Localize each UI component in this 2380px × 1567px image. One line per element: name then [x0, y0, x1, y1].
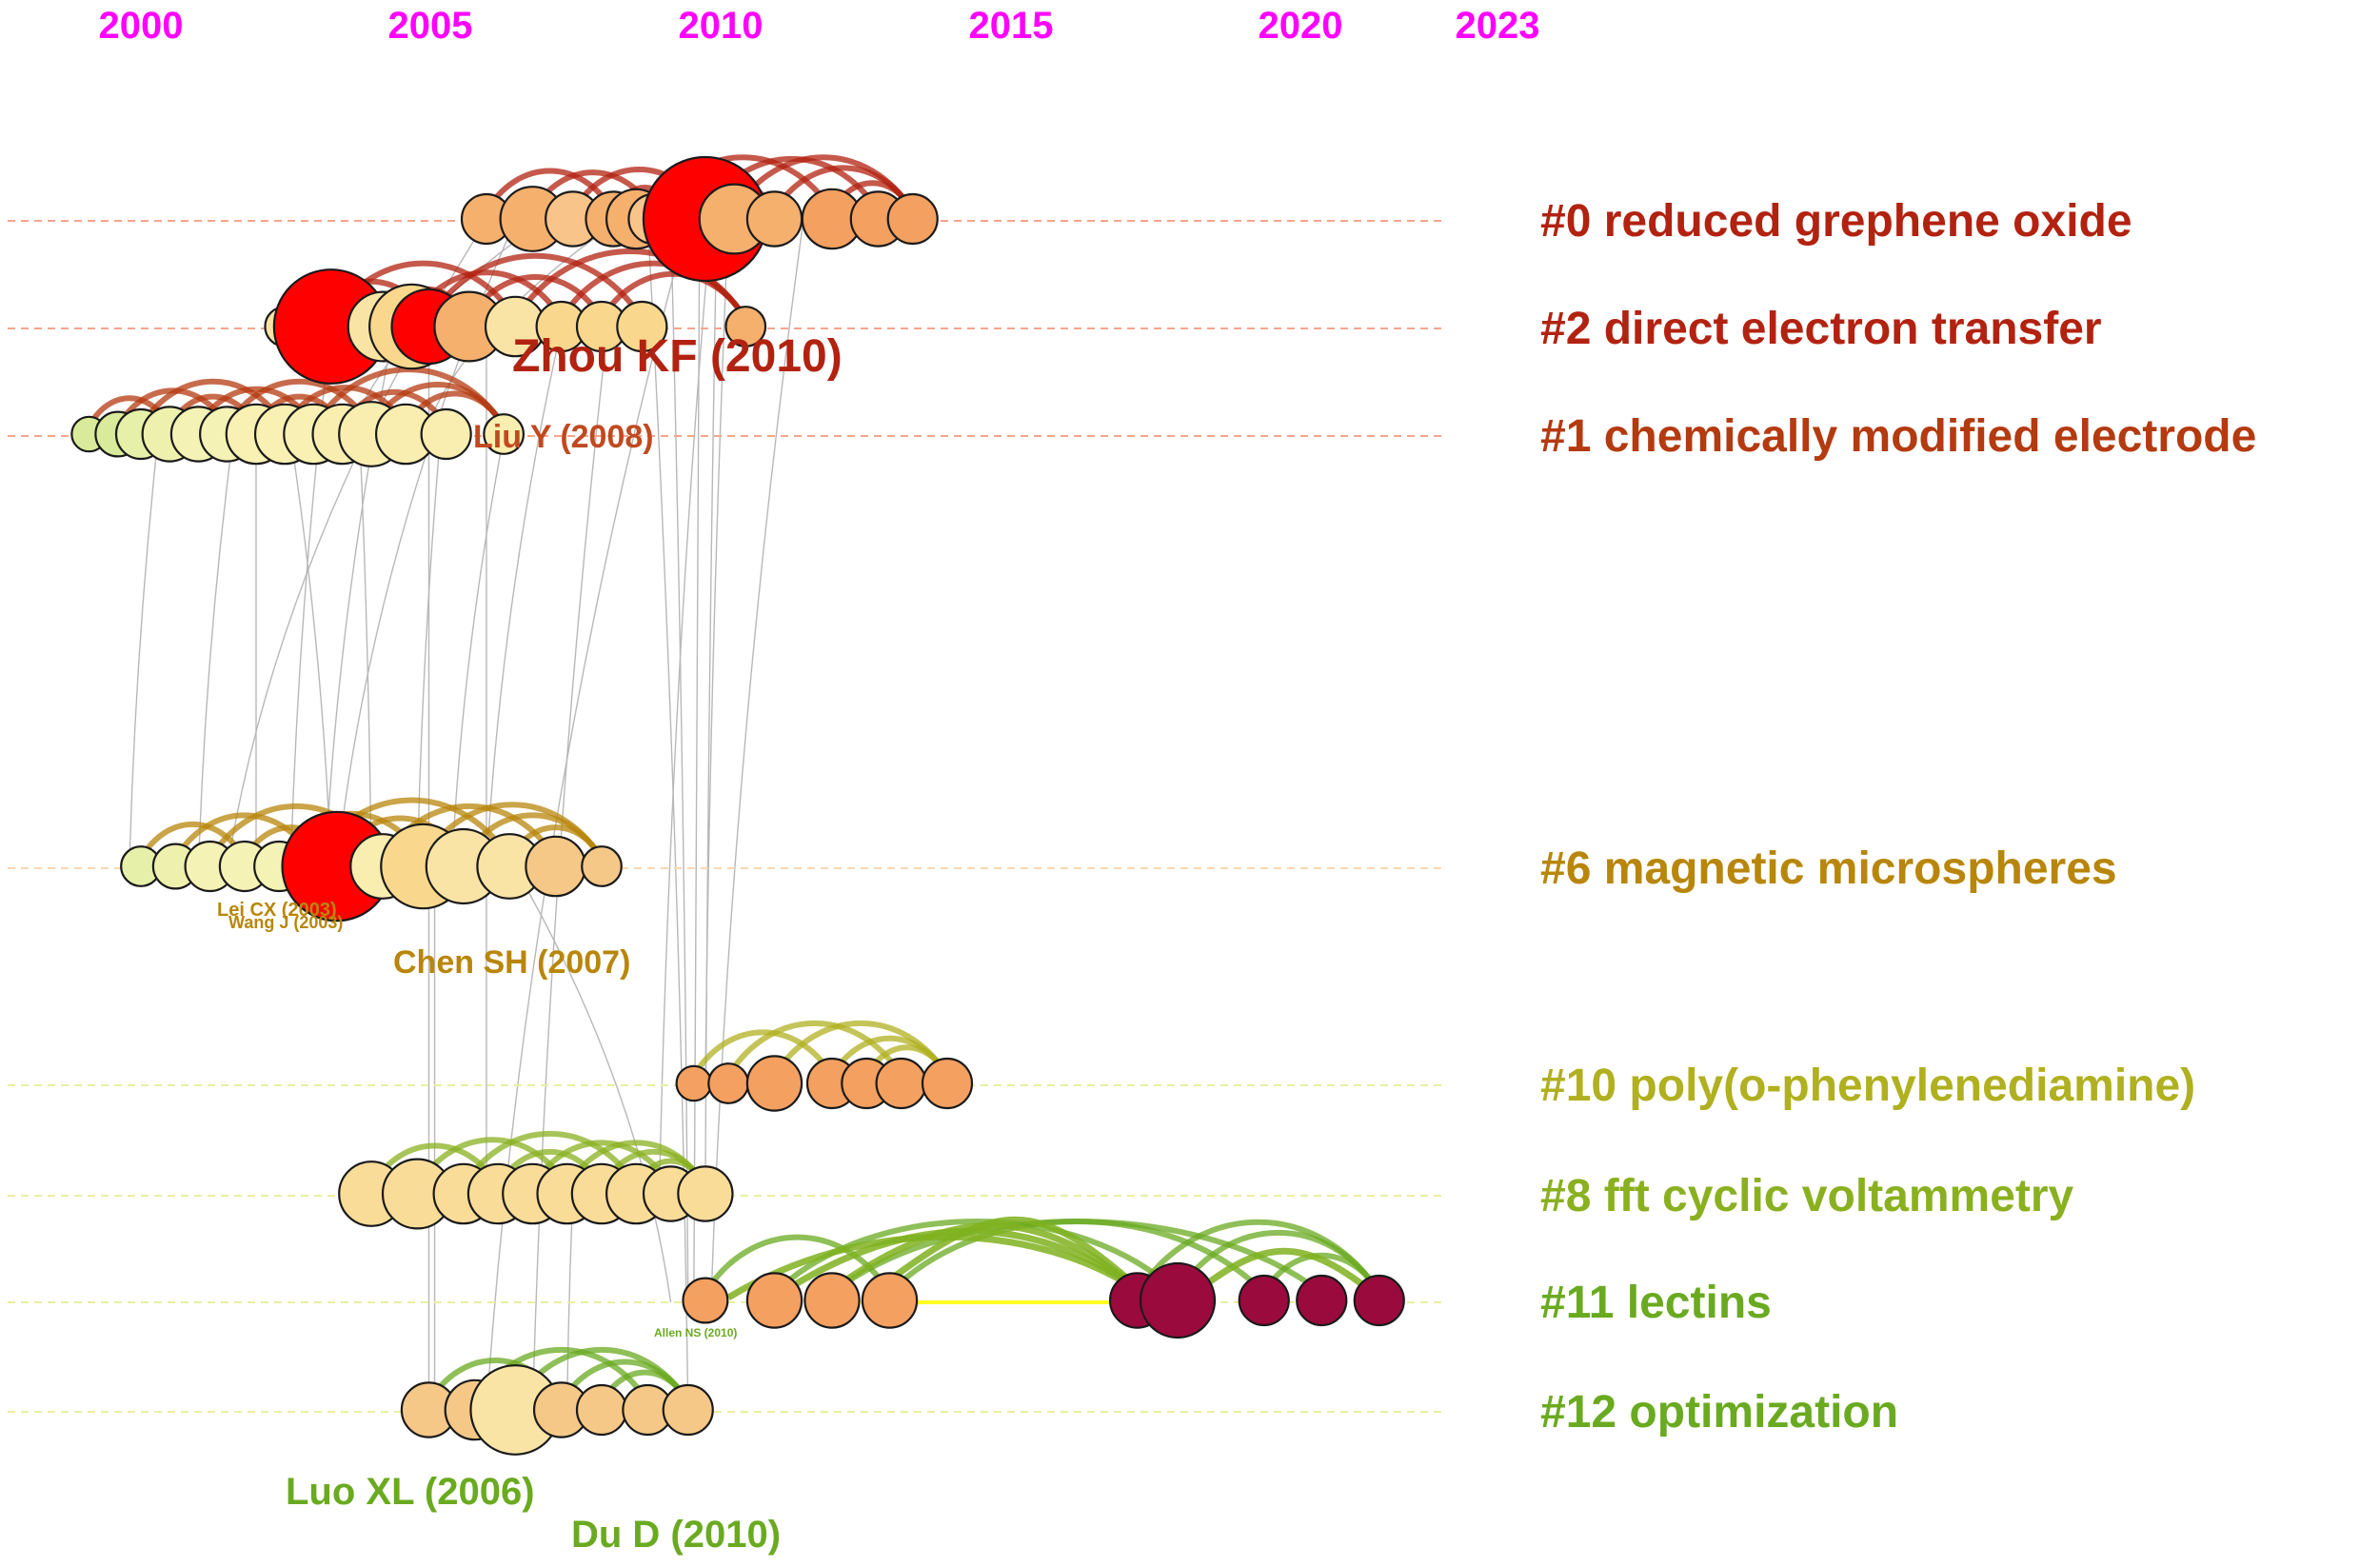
- cluster-node[interactable]: [575, 1383, 628, 1437]
- author-annotation: Chen SH (2007): [393, 944, 630, 981]
- year-tick-label: 2010: [679, 5, 764, 47]
- cross-link-curve: [514, 867, 672, 1303]
- cross-link-curve: [646, 220, 689, 1413]
- cross-link-curve: [669, 220, 689, 1303]
- author-annotation: Lei CX (2003): [217, 900, 337, 921]
- year-tick-label: 2023: [1456, 5, 1540, 47]
- author-annotation: Luo XL (2006): [286, 1471, 535, 1513]
- cluster-node[interactable]: [875, 1057, 927, 1110]
- cluster-node[interactable]: [483, 413, 526, 455]
- cluster-node[interactable]: [616, 300, 668, 353]
- cluster-node[interactable]: [1238, 1274, 1290, 1327]
- cross-link-curve: [658, 220, 712, 1197]
- year-tick-label: 2020: [1259, 5, 1343, 47]
- cluster-node[interactable]: [1353, 1274, 1405, 1327]
- cluster-node[interactable]: [745, 190, 803, 248]
- cluster-node[interactable]: [745, 1272, 803, 1329]
- cluster-label: #8 fft cyclic voltammetry: [1540, 1171, 2074, 1221]
- cluster-node[interactable]: [803, 1272, 861, 1329]
- cluster-label: #11 lectins: [1540, 1278, 1772, 1328]
- cluster-arc: [1186, 1247, 1381, 1300]
- author-annotation: Du D (2010): [571, 1514, 781, 1556]
- cross-link-curve: [416, 435, 442, 869]
- cluster-arc: [887, 1219, 1266, 1296]
- cluster-labels: #0 reduced grephene oxide #2 direct elect…: [1540, 196, 2256, 1438]
- cluster-label: #12 optimization: [1540, 1387, 1898, 1438]
- cluster-node[interactable]: [677, 1165, 734, 1222]
- cluster-node[interactable]: [420, 407, 472, 461]
- cluster-arc: [1261, 1252, 1382, 1295]
- cluster-arc: [725, 1021, 904, 1078]
- cluster-node[interactable]: [675, 1064, 713, 1102]
- cluster-node[interactable]: [921, 1057, 974, 1110]
- cluster-node[interactable]: [581, 845, 623, 887]
- year-ticks: 2000 2005 2010 2015 2020 2023: [99, 5, 1540, 47]
- cross-link-curve: [566, 1195, 574, 1413]
- cross-link-curve: [486, 327, 563, 869]
- author-annotation: Liu Y (2008): [473, 419, 654, 455]
- cluster-node[interactable]: [1139, 1261, 1217, 1339]
- cluster-node[interactable]: [745, 1055, 803, 1112]
- cluster-label: #10 poly(o-phenylenediamine): [1540, 1061, 2195, 1111]
- cluster-arc: [864, 1216, 1152, 1300]
- cluster-node[interactable]: [682, 1277, 729, 1324]
- cluster-node[interactable]: [724, 306, 767, 347]
- cluster-label: #1 chemically modified electrode: [1540, 411, 2256, 462]
- cluster-nodes: [70, 155, 1405, 1456]
- year-tick-label: 2000: [99, 5, 184, 47]
- author-annotations: Zhou KF (2010) Liu Y (2008) Lei CX (2003)W…: [217, 331, 843, 1556]
- cluster-node[interactable]: [525, 835, 586, 898]
- cross-link-curve: [704, 220, 718, 1197]
- year-tick-label: 2015: [969, 5, 1054, 47]
- cluster-label: #0 reduced grephene oxide: [1540, 196, 2132, 247]
- cross-link-curve: [710, 220, 804, 1303]
- year-tick-label: 2005: [388, 5, 473, 47]
- cluster-arc: [599, 271, 748, 321]
- cross-link-curve: [197, 435, 234, 869]
- cluster-node[interactable]: [886, 192, 939, 246]
- cluster-node[interactable]: [707, 1062, 749, 1104]
- cluster-arc: [691, 1029, 835, 1078]
- cluster-label: #6 magnetic microspheres: [1540, 843, 2117, 894]
- author-annotation: Allen NS (2010): [654, 1326, 737, 1339]
- cluster-label: #2 direct electron transfer: [1540, 304, 2102, 354]
- cross-link-curve: [129, 435, 159, 869]
- cluster-node[interactable]: [1296, 1274, 1348, 1327]
- cluster-arc: [426, 252, 645, 321]
- author-annotation: Zhou KF (2010): [512, 331, 843, 382]
- cluster-arc: [726, 1233, 1151, 1300]
- cluster-node[interactable]: [662, 1383, 714, 1437]
- author-annotation: Wang J (2003): [228, 913, 343, 932]
- cluster-node[interactable]: [861, 1272, 919, 1329]
- cross-link-curve: [359, 435, 372, 869]
